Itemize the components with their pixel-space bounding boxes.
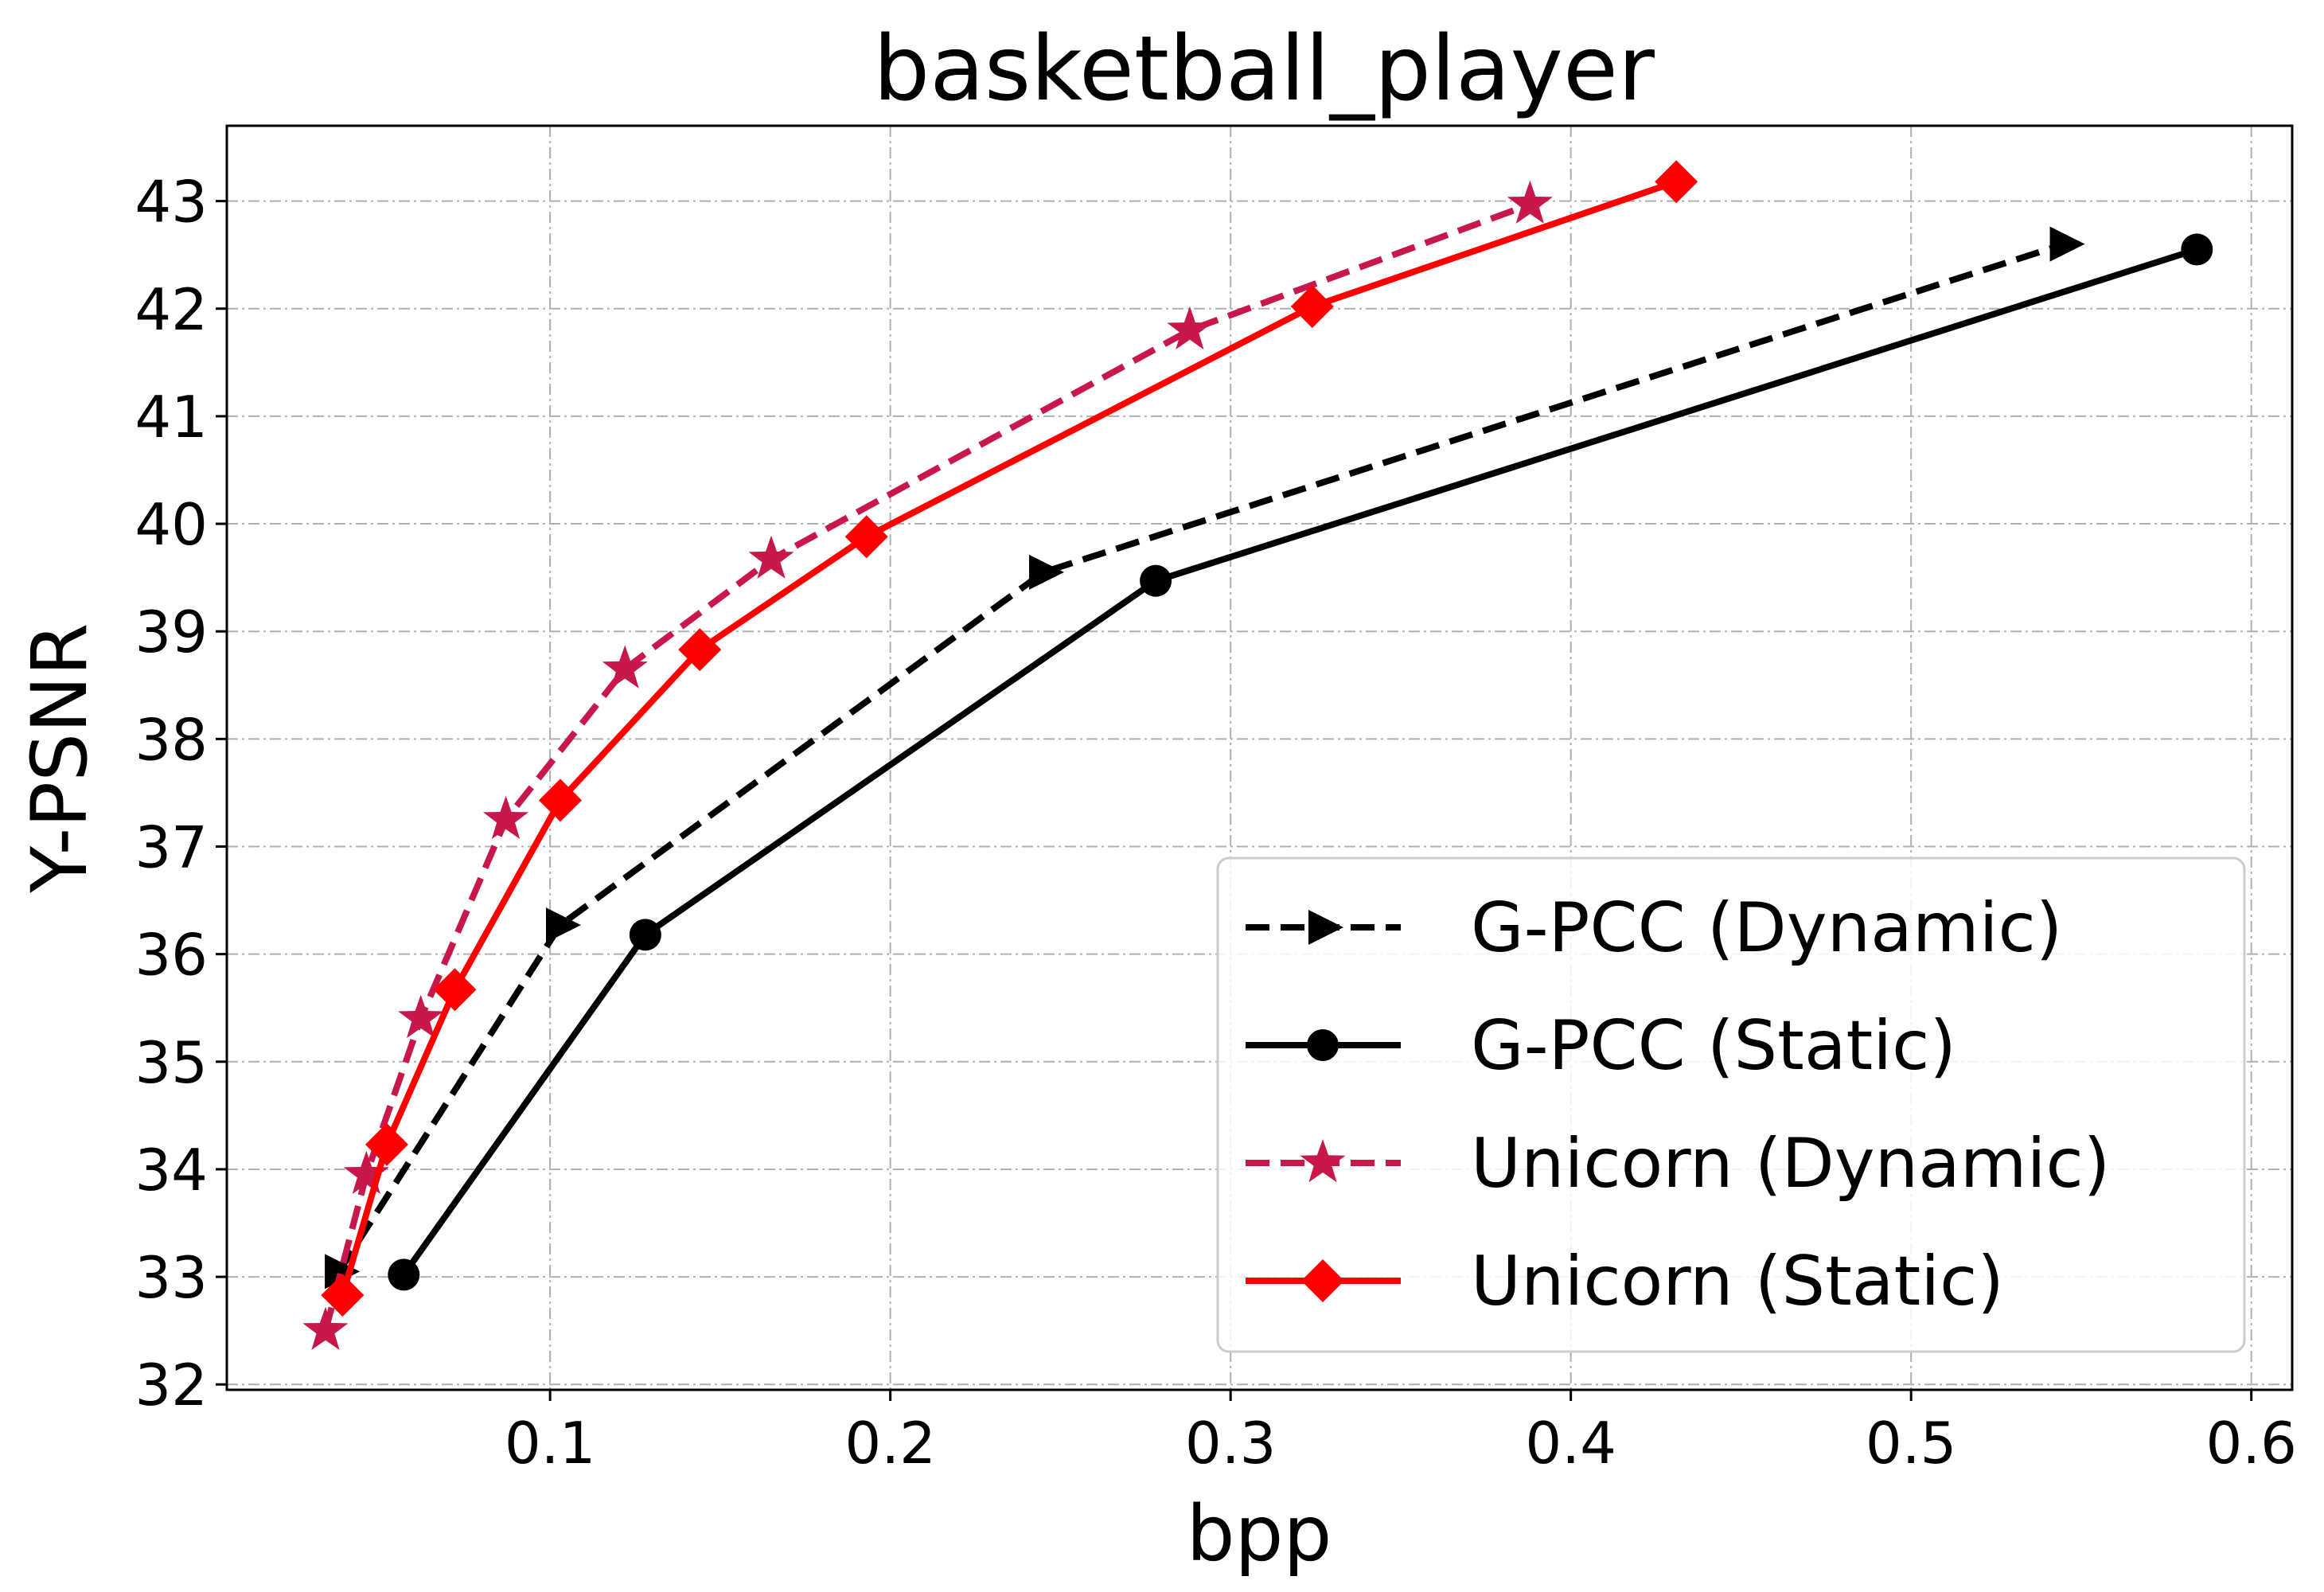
- series-line: [339, 178, 1678, 1297]
- x-axis-label: bpp: [1187, 1489, 1332, 1578]
- data-point: [1140, 564, 1172, 597]
- data-point: [483, 795, 529, 839]
- data-point: [629, 919, 661, 951]
- legend-label: G-PCC (Dynamic): [1471, 888, 2062, 968]
- y-tick-label: 39: [135, 599, 208, 665]
- x-tick-label: 0.5: [1866, 1410, 1957, 1477]
- legend-item: Unicorn (Dynamic): [1246, 1124, 2110, 1204]
- y-tick-label: 42: [135, 276, 208, 343]
- legend-marker: [1308, 910, 1343, 945]
- data-point: [2181, 233, 2213, 266]
- chart-title: basketball_player: [873, 18, 1655, 121]
- data-point: [321, 1274, 365, 1317]
- legend-label: Unicorn (Static): [1471, 1242, 2004, 1321]
- data-point: [325, 1254, 361, 1290]
- x-tick-label: 0.4: [1525, 1410, 1616, 1477]
- data-point: [343, 1150, 389, 1194]
- series-line: [336, 240, 2065, 1274]
- legend-label: Unicorn (Dynamic): [1471, 1124, 2110, 1204]
- legend-marker: [1301, 1259, 1344, 1302]
- axis-ticks: 0.1 0.2 0.3 0.4 0.5 0.6 32 33 34 35 36 37 38 39 40 41 42…: [135, 169, 2297, 1477]
- data-point: [388, 1258, 420, 1291]
- y-tick-label: 35: [135, 1029, 208, 1096]
- legend: G-PCC (Dynamic) G-PCC (Static) Unicorn (Dy…: [1216, 856, 2246, 1353]
- data-point: [398, 994, 444, 1038]
- y-tick-label: 41: [135, 384, 208, 451]
- legend-item: G-PCC (Dynamic): [1246, 888, 2062, 968]
- data-point: [1655, 160, 1698, 204]
- y-tick-label: 33: [135, 1244, 208, 1311]
- data-point: [538, 778, 582, 822]
- y-tick-label: 36: [135, 922, 208, 989]
- x-tick-label: 0.3: [1185, 1410, 1277, 1477]
- series-g-pcc-dynamic: [325, 226, 2085, 1290]
- legend-box: [1216, 856, 2246, 1353]
- plot-series: [302, 160, 2213, 1350]
- y-tick-label: 32: [135, 1352, 208, 1418]
- data-point: [2049, 226, 2085, 262]
- data-point: [365, 1122, 408, 1166]
- data-point: [1507, 180, 1553, 224]
- x-tick-label: 0.2: [844, 1410, 936, 1477]
- data-point: [1290, 285, 1334, 329]
- data-point: [433, 968, 477, 1012]
- series-line: [401, 246, 2198, 1277]
- y-tick-label: 34: [135, 1137, 208, 1204]
- legend-item: G-PCC (Static): [1246, 1006, 1956, 1086]
- x-tick-label: 0.6: [2205, 1410, 2297, 1477]
- data-point: [545, 907, 581, 943]
- legend-label: G-PCC (Static): [1471, 1006, 1956, 1086]
- data-point: [748, 535, 794, 579]
- y-tick-label: 43: [135, 169, 208, 236]
- legend-marker: [1300, 1139, 1346, 1183]
- grid-lines: [227, 126, 2292, 1390]
- data-point: [1167, 306, 1213, 350]
- series-unicorn-static: [321, 160, 1698, 1317]
- data-point: [302, 1306, 349, 1350]
- y-tick-label: 38: [135, 706, 208, 773]
- plot-frame: [225, 124, 2294, 1391]
- x-tick-label: 0.1: [505, 1410, 596, 1477]
- series-g-pcc-static: [388, 233, 2213, 1291]
- data-point: [678, 628, 722, 672]
- legend-marker: [1307, 1029, 1339, 1061]
- data-point: [602, 645, 648, 689]
- y-tick-label: 37: [135, 814, 208, 880]
- data-point: [844, 515, 888, 559]
- y-axis-label: Y-PSNR: [15, 622, 104, 893]
- data-point: [1029, 554, 1065, 590]
- y-tick-label: 40: [135, 491, 208, 558]
- legend-item: Unicorn (Static): [1246, 1242, 2004, 1321]
